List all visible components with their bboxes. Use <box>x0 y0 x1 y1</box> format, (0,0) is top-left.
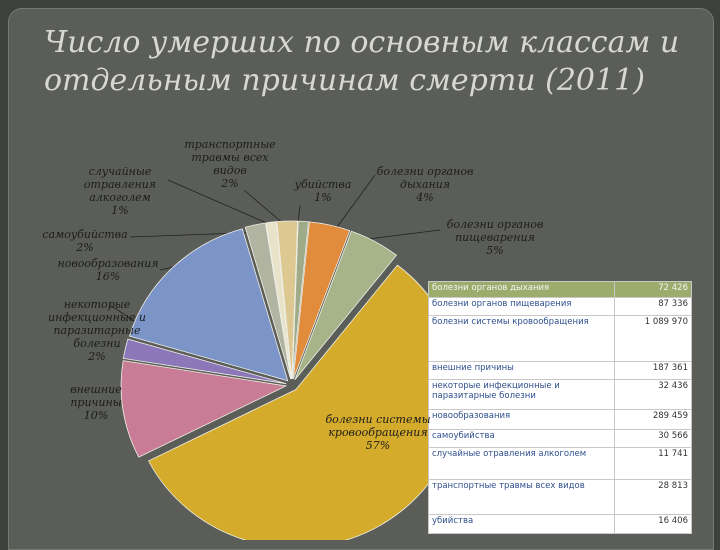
slice-label-name: самоубийства <box>42 228 128 241</box>
table-number: 11 741 <box>614 447 692 480</box>
pie-slice <box>265 221 292 380</box>
table-cause: болезни органов пищеварения <box>428 297 615 316</box>
leader-line <box>167 179 279 229</box>
slice-label: транспортные травмы всех видов 2% <box>180 138 280 190</box>
table-row: внешние причины 187 361 <box>428 361 692 380</box>
slice-label: некоторые инфекционные и паразитарные бо… <box>38 298 156 363</box>
table-number: 28 813 <box>614 479 692 515</box>
slice-label-value: 1% <box>111 204 129 217</box>
table-cause: новообразования <box>428 409 615 430</box>
slice-label-value: 10% <box>83 409 109 422</box>
slice-label-name: транспортные травмы всех видов <box>184 138 276 177</box>
table-row: болезни органов пищеварения 87 336 <box>428 297 692 316</box>
slice-label-value: 2% <box>88 350 106 363</box>
table-row: новообразования 289 459 <box>428 409 692 430</box>
slice-label-value: 2% <box>221 177 239 190</box>
table-row: убийства 16 406 <box>428 514 692 534</box>
slice-label-name: болезни органов пищеварения <box>446 218 544 244</box>
slice-label: болезни органов пищеварения 5% <box>430 218 560 257</box>
slice-label: внешние причины 10% <box>60 383 132 422</box>
table-number: 87 336 <box>614 297 692 316</box>
slice-label: самоубийства 2% <box>30 228 140 254</box>
pie-slice <box>122 338 287 385</box>
pie-slice <box>128 228 289 382</box>
table-number: 30 566 <box>614 429 692 448</box>
slice-label-name: случайные отравления алкоголем <box>83 165 157 204</box>
pie-slice <box>291 220 309 380</box>
table-number: 1 089 970 <box>614 315 692 362</box>
slice-label-name: внешние причины <box>70 383 122 409</box>
slice-label-value: 2% <box>76 241 94 254</box>
table-cause: внешние причины <box>428 361 615 380</box>
slice-label-name: некоторые инфекционные и паразитарные бо… <box>48 298 146 350</box>
table-row: болезни системы кровообращения 1 089 970 <box>428 315 692 362</box>
table-cause: убийства <box>428 514 615 534</box>
data-table: болезни органов дыхания 72 426 болезни орг… <box>428 281 692 534</box>
table-cause: болезни органов дыхания <box>428 281 615 298</box>
table-cause: транспортные травмы всех видов <box>428 479 615 515</box>
table-row: некоторые инфекционные и паразитарные бо… <box>428 379 692 410</box>
table-number: 72 426 <box>614 281 692 298</box>
pie-slice <box>276 220 299 380</box>
table-number: 289 459 <box>614 409 692 430</box>
slice-label-value: 1% <box>314 191 332 204</box>
table-cause: самоубийства <box>428 429 615 448</box>
slice-label: случайные отравления алкоголем 1% <box>70 165 170 217</box>
slice-label-name: убийства <box>294 178 352 191</box>
table-row: транспортные травмы всех видов 28 813 <box>428 479 692 515</box>
table-cause: болезни системы кровообращения <box>428 315 615 362</box>
slice-label: убийства 1% <box>293 178 353 204</box>
chart-title: Число умерших по основным классам и отде… <box>44 25 680 98</box>
pie-slice <box>292 221 351 380</box>
table-number: 16 406 <box>614 514 692 534</box>
table-number: 187 361 <box>614 361 692 380</box>
table-row: случайные отравления алкоголем 11 741 <box>428 447 692 480</box>
table-number: 32 436 <box>614 379 692 410</box>
slice-label-value: 5% <box>486 244 504 257</box>
slice-label: болезни органов дыхания 4% <box>360 165 490 204</box>
table-cause: случайные отравления алкоголем <box>428 447 615 480</box>
table-row: самоубийства 30 566 <box>428 429 692 448</box>
slice-label-value: 16% <box>95 270 121 283</box>
leader-line <box>129 231 269 238</box>
pie-slice <box>244 222 292 380</box>
slice-label-value: 4% <box>416 191 434 204</box>
pie-slice <box>120 360 288 458</box>
leader-line <box>359 229 441 241</box>
slice-label-name: болезни органов дыхания <box>376 165 474 191</box>
table-row: болезни органов дыхания 72 426 <box>428 281 692 298</box>
slice-label: новообразования 16% <box>48 257 168 283</box>
table-cause: некоторые инфекционные и паразитарные бо… <box>428 379 615 410</box>
leader-line <box>334 174 376 231</box>
slice-label: болезни системы кровообращения 57% <box>318 413 438 452</box>
slice-label-name: новообразования <box>57 257 159 270</box>
slice-label-name: болезни системы кровообращения <box>325 413 431 439</box>
pie-slice <box>294 230 398 381</box>
slice-label-value: 57% <box>365 439 391 452</box>
leader-line <box>243 189 286 226</box>
